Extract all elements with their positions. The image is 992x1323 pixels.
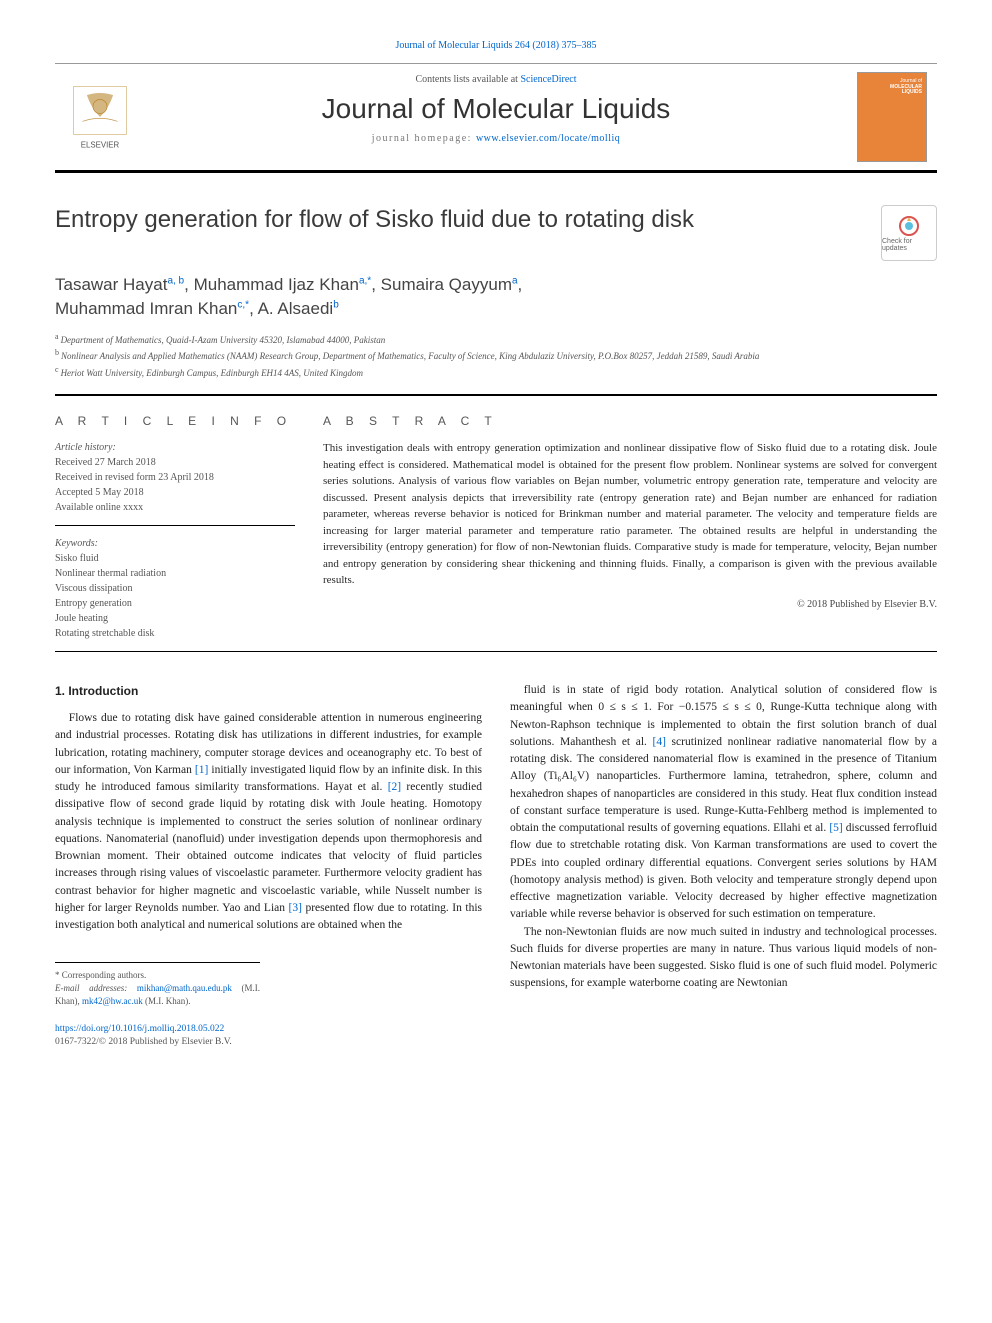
sciencedirect-link[interactable]: ScienceDirect bbox=[520, 74, 576, 85]
body-column-left: 1. Introduction Flows due to rotating di… bbox=[55, 682, 482, 1007]
author-list: Tasawar Hayata, b, Muhammad Ijaz Khana,*… bbox=[55, 273, 937, 321]
elsevier-logo: ELSEVIER bbox=[55, 64, 145, 170]
aff-link-b[interactable]: b bbox=[333, 299, 339, 310]
email-link-2[interactable]: mk42@hw.ac.uk bbox=[82, 996, 143, 1006]
intro-para-2: fluid is in state of rigid body rotation… bbox=[510, 682, 937, 924]
journal-homepage: journal homepage: www.elsevier.com/locat… bbox=[145, 133, 847, 144]
header-band: ELSEVIER Contents lists available at Sci… bbox=[55, 63, 937, 173]
journal-name: Journal of Molecular Liquids bbox=[145, 93, 847, 125]
section-1-head: 1. Introduction bbox=[55, 682, 482, 700]
svg-text:ELSEVIER: ELSEVIER bbox=[81, 141, 120, 150]
abstract-head: A B S T R A C T bbox=[323, 414, 937, 428]
aff-link-a3[interactable]: a bbox=[512, 275, 518, 286]
ref-link[interactable]: [3] bbox=[289, 902, 302, 914]
article-history: Article history: Received 27 March 2018 … bbox=[55, 440, 295, 526]
ref-link[interactable]: [1] bbox=[195, 764, 208, 776]
doi-link[interactable]: https://doi.org/10.1016/j.molliq.2018.05… bbox=[55, 1024, 224, 1034]
email-link-1[interactable]: mikhan@math.qau.edu.pk bbox=[137, 983, 232, 993]
aff-link-a[interactable]: a, b bbox=[167, 275, 184, 286]
body-column-right: fluid is in state of rigid body rotation… bbox=[510, 682, 937, 1007]
doi-block: https://doi.org/10.1016/j.molliq.2018.05… bbox=[55, 1023, 937, 1050]
aff-link-c[interactable]: c, bbox=[237, 299, 245, 310]
ref-link[interactable]: [2] bbox=[388, 781, 401, 793]
check-updates-label: Check for updates bbox=[882, 238, 936, 252]
corr-star[interactable]: * bbox=[367, 275, 371, 286]
abstract-text: This investigation deals with entropy ge… bbox=[323, 440, 937, 589]
contents-line: Contents lists available at ScienceDirec… bbox=[145, 74, 847, 85]
check-updates-badge[interactable]: Check for updates bbox=[881, 205, 937, 261]
affiliations: aDepartment of Mathematics, Quaid-I-Azam… bbox=[55, 331, 937, 381]
keywords: Keywords: Sisko fluid Nonlinear thermal … bbox=[55, 536, 295, 641]
article-title: Entropy generation for flow of Sisko flu… bbox=[55, 205, 865, 235]
intro-para-3: The non-Newtonian fluids are now much su… bbox=[510, 924, 937, 993]
journal-reference: Journal of Molecular Liquids 264 (2018) … bbox=[55, 40, 937, 51]
article-info-head: A R T I C L E I N F O bbox=[55, 414, 295, 428]
ref-link[interactable]: [4] bbox=[653, 736, 666, 748]
divider bbox=[55, 651, 937, 652]
homepage-link[interactable]: www.elsevier.com/locate/molliq bbox=[476, 133, 620, 144]
copyright-line: © 2018 Published by Elsevier B.V. bbox=[323, 599, 937, 610]
intro-para-1: Flows due to rotating disk have gained c… bbox=[55, 710, 482, 934]
corr-star2[interactable]: * bbox=[245, 299, 249, 310]
footnotes: * Corresponding authors. E-mail addresse… bbox=[55, 962, 260, 1007]
ref-link[interactable]: [5] bbox=[829, 822, 842, 834]
journal-cover-thumb: Journal of MOLECULAR LIQUIDS bbox=[847, 64, 937, 170]
